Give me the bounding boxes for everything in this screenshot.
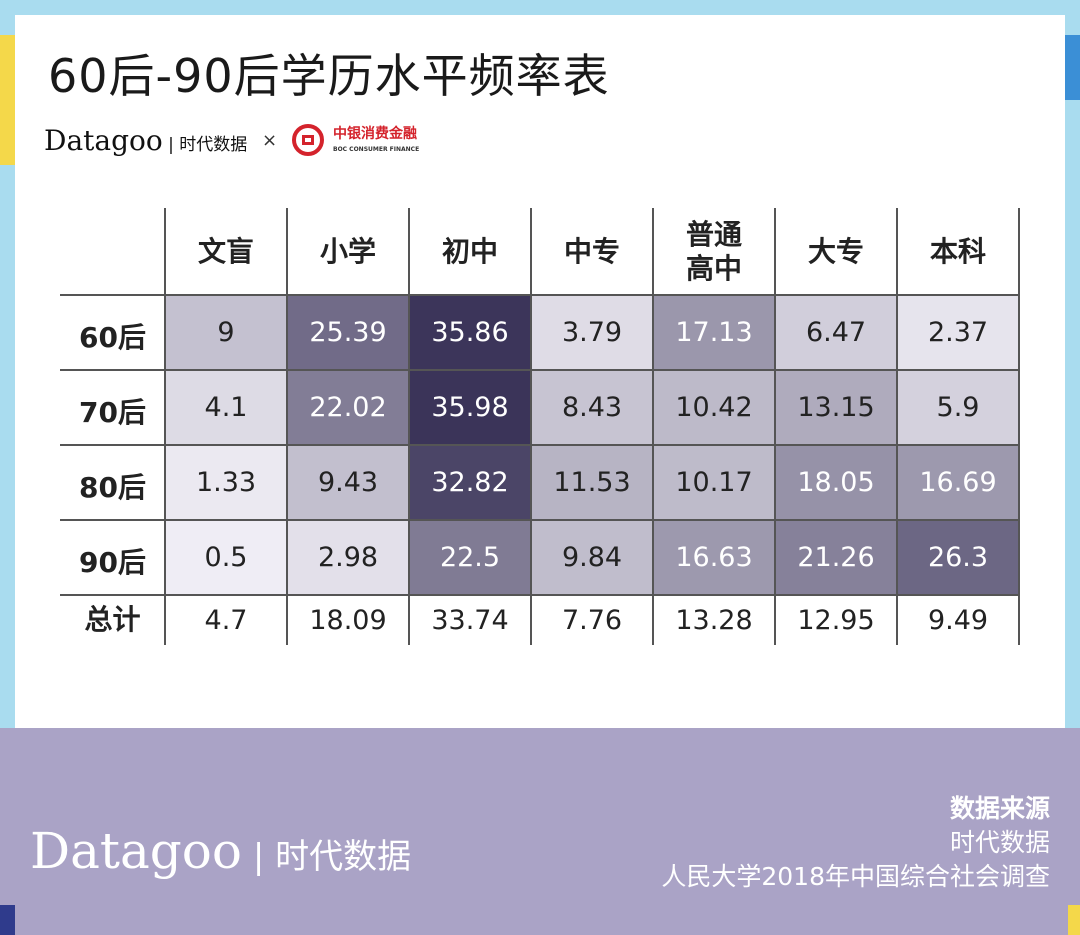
heatmap-cell: 35.86 [409, 295, 531, 370]
heatmap-cell: 32.82 [409, 445, 531, 520]
heatmap-cell: 16.69 [897, 445, 1019, 520]
total-cell: 33.74 [431, 604, 509, 636]
heatmap-cell: 6.47 [775, 295, 897, 370]
heatmap-cell: 3.79 [531, 295, 653, 370]
heatmap-cell: 22.02 [287, 370, 409, 445]
column-divider [408, 208, 410, 645]
boc-logo-icon [292, 124, 324, 156]
partner-cn: 中银消费金融 [333, 126, 417, 142]
heatmap-cell: 13.15 [775, 370, 897, 445]
column-header: 本科 [929, 234, 986, 268]
partner-en: BOC CONSUMER FINANCE [333, 146, 420, 153]
heatmap-cell: 18.05 [775, 445, 897, 520]
row-header: 80后 [79, 470, 146, 504]
column-divider [1018, 208, 1020, 645]
yellow-accent-left [0, 35, 15, 165]
total-cell: 7.76 [561, 604, 623, 636]
total-cell: 9.49 [927, 604, 989, 636]
datagoo-logo: Datagoo | 时代数据 [44, 124, 248, 157]
page-title: 60后-90后学历水平频率表 [48, 49, 610, 103]
column-header: 小学 [319, 234, 376, 268]
column-divider [774, 208, 776, 645]
blue-accent-right [1065, 35, 1080, 100]
heatmap-cell: 22.5 [409, 520, 531, 595]
times-sign: × [262, 130, 278, 151]
footer [0, 728, 1080, 935]
column-header: 初中 [441, 234, 498, 268]
heatmap-cell: 25.39 [287, 295, 409, 370]
heatmap-cell: 21.26 [775, 520, 897, 595]
heatmap-cell: 0.5 [165, 520, 287, 595]
column-divider [286, 208, 288, 645]
heatmap-cell: 26.3 [897, 520, 1019, 595]
heatmap-cell: 16.63 [653, 520, 775, 595]
heatmap-cell: 2.37 [897, 295, 1019, 370]
heatmap-cell: 10.17 [653, 445, 775, 520]
row-divider [60, 369, 1019, 371]
heatmap-cell: 2.98 [287, 520, 409, 595]
footer-brand-name: Datagoo [30, 822, 243, 880]
row-divider [60, 294, 1019, 296]
source-line: 人民大学2018年中国综合社会调查 [661, 862, 1050, 891]
row-header: 90后 [79, 545, 146, 579]
total-cell: 12.95 [797, 604, 875, 636]
column-divider [530, 208, 532, 645]
column-divider [164, 208, 166, 645]
row-divider [60, 594, 1019, 596]
heatmap-cell: 9 [165, 295, 287, 370]
column-header: 大专 [807, 234, 864, 268]
brand-cn: 时代数据 [179, 135, 248, 155]
total-row-header: 总计 [84, 603, 141, 636]
column-header: 中专 [563, 234, 620, 268]
column-divider [652, 208, 654, 645]
footer-logo: Datagoo | 时代数据 [30, 822, 412, 880]
total-cell: 13.28 [675, 604, 753, 636]
heatmap-cell: 35.98 [409, 370, 531, 445]
brand-name: Datagoo [44, 124, 163, 157]
heatmap-cell: 17.13 [653, 295, 775, 370]
heatmap-cell: 5.9 [897, 370, 1019, 445]
source-line: 时代数据 [949, 828, 1050, 857]
heatmap-cell: 1.33 [165, 445, 287, 520]
navy-accent-bottom-left [0, 905, 15, 935]
boc-logo-text: 中银消费金融 BOC CONSUMER FINANCE [333, 126, 419, 158]
heatmap-cell: 9.43 [287, 445, 409, 520]
column-header: 普通 高中 [685, 217, 742, 285]
total-cell: 18.09 [309, 604, 387, 636]
heatmap-cell: 9.84 [531, 520, 653, 595]
column-divider [896, 208, 898, 645]
row-header: 70后 [79, 395, 146, 429]
data-source: 数据来源 时代数据 人民大学2018年中国综合社会调查 [661, 792, 1050, 894]
heatmap-cell: 10.42 [653, 370, 775, 445]
heatmap-cell: 4.1 [165, 370, 287, 445]
row-divider [60, 519, 1019, 521]
row-header: 60后 [79, 320, 146, 354]
heatmap-cell: 11.53 [531, 445, 653, 520]
source-heading: 数据来源 [949, 794, 1050, 823]
column-header: 文盲 [197, 234, 254, 268]
yellow-accent-bottom-right [1068, 905, 1080, 935]
row-divider [60, 444, 1019, 446]
footer-brand-cn: 时代数据 [275, 837, 412, 877]
total-cell: 4.7 [204, 604, 248, 636]
heatmap-cell: 8.43 [531, 370, 653, 445]
